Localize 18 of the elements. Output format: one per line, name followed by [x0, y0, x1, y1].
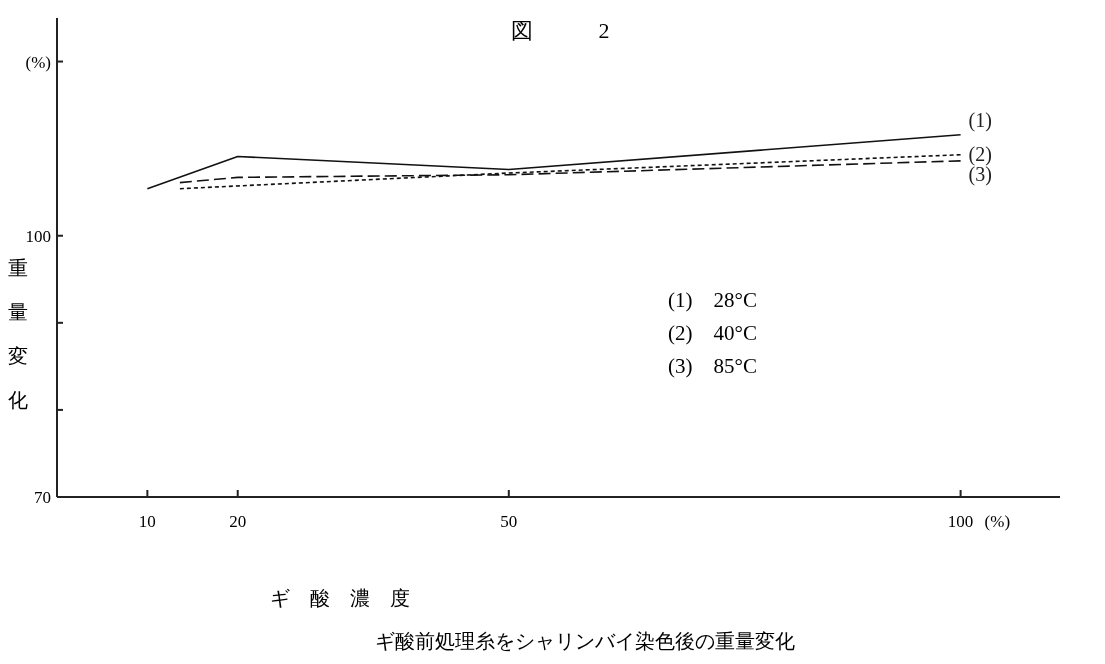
series-label: (1): [968, 108, 992, 132]
x-tick-label: 100: [947, 512, 974, 531]
y-axis-title: 重量変化: [8, 257, 28, 411]
annotation: (1) 28°C: [668, 288, 757, 312]
text: (%): [984, 512, 1011, 531]
x-tick-label: 10: [138, 512, 156, 531]
text: ギ酸前処理糸をシャリンバイ染色後の重量変化: [375, 630, 795, 652]
x-axis-title: ギ 酸 濃 度: [270, 587, 410, 609]
series-label: (2): [968, 142, 992, 166]
annotation: (2) 40°C: [668, 321, 757, 345]
y-tick-label: 70: [34, 488, 51, 507]
chart-title: 図 2: [510, 18, 610, 43]
annotation: (3) 85°C: [668, 354, 757, 378]
y-tick-label: (%): [25, 52, 51, 72]
x-tick-label: 50: [500, 512, 518, 531]
x-tick-label: 20: [229, 512, 247, 531]
line-series: [146, 133, 962, 190]
y-tick-label: 100: [25, 226, 51, 246]
